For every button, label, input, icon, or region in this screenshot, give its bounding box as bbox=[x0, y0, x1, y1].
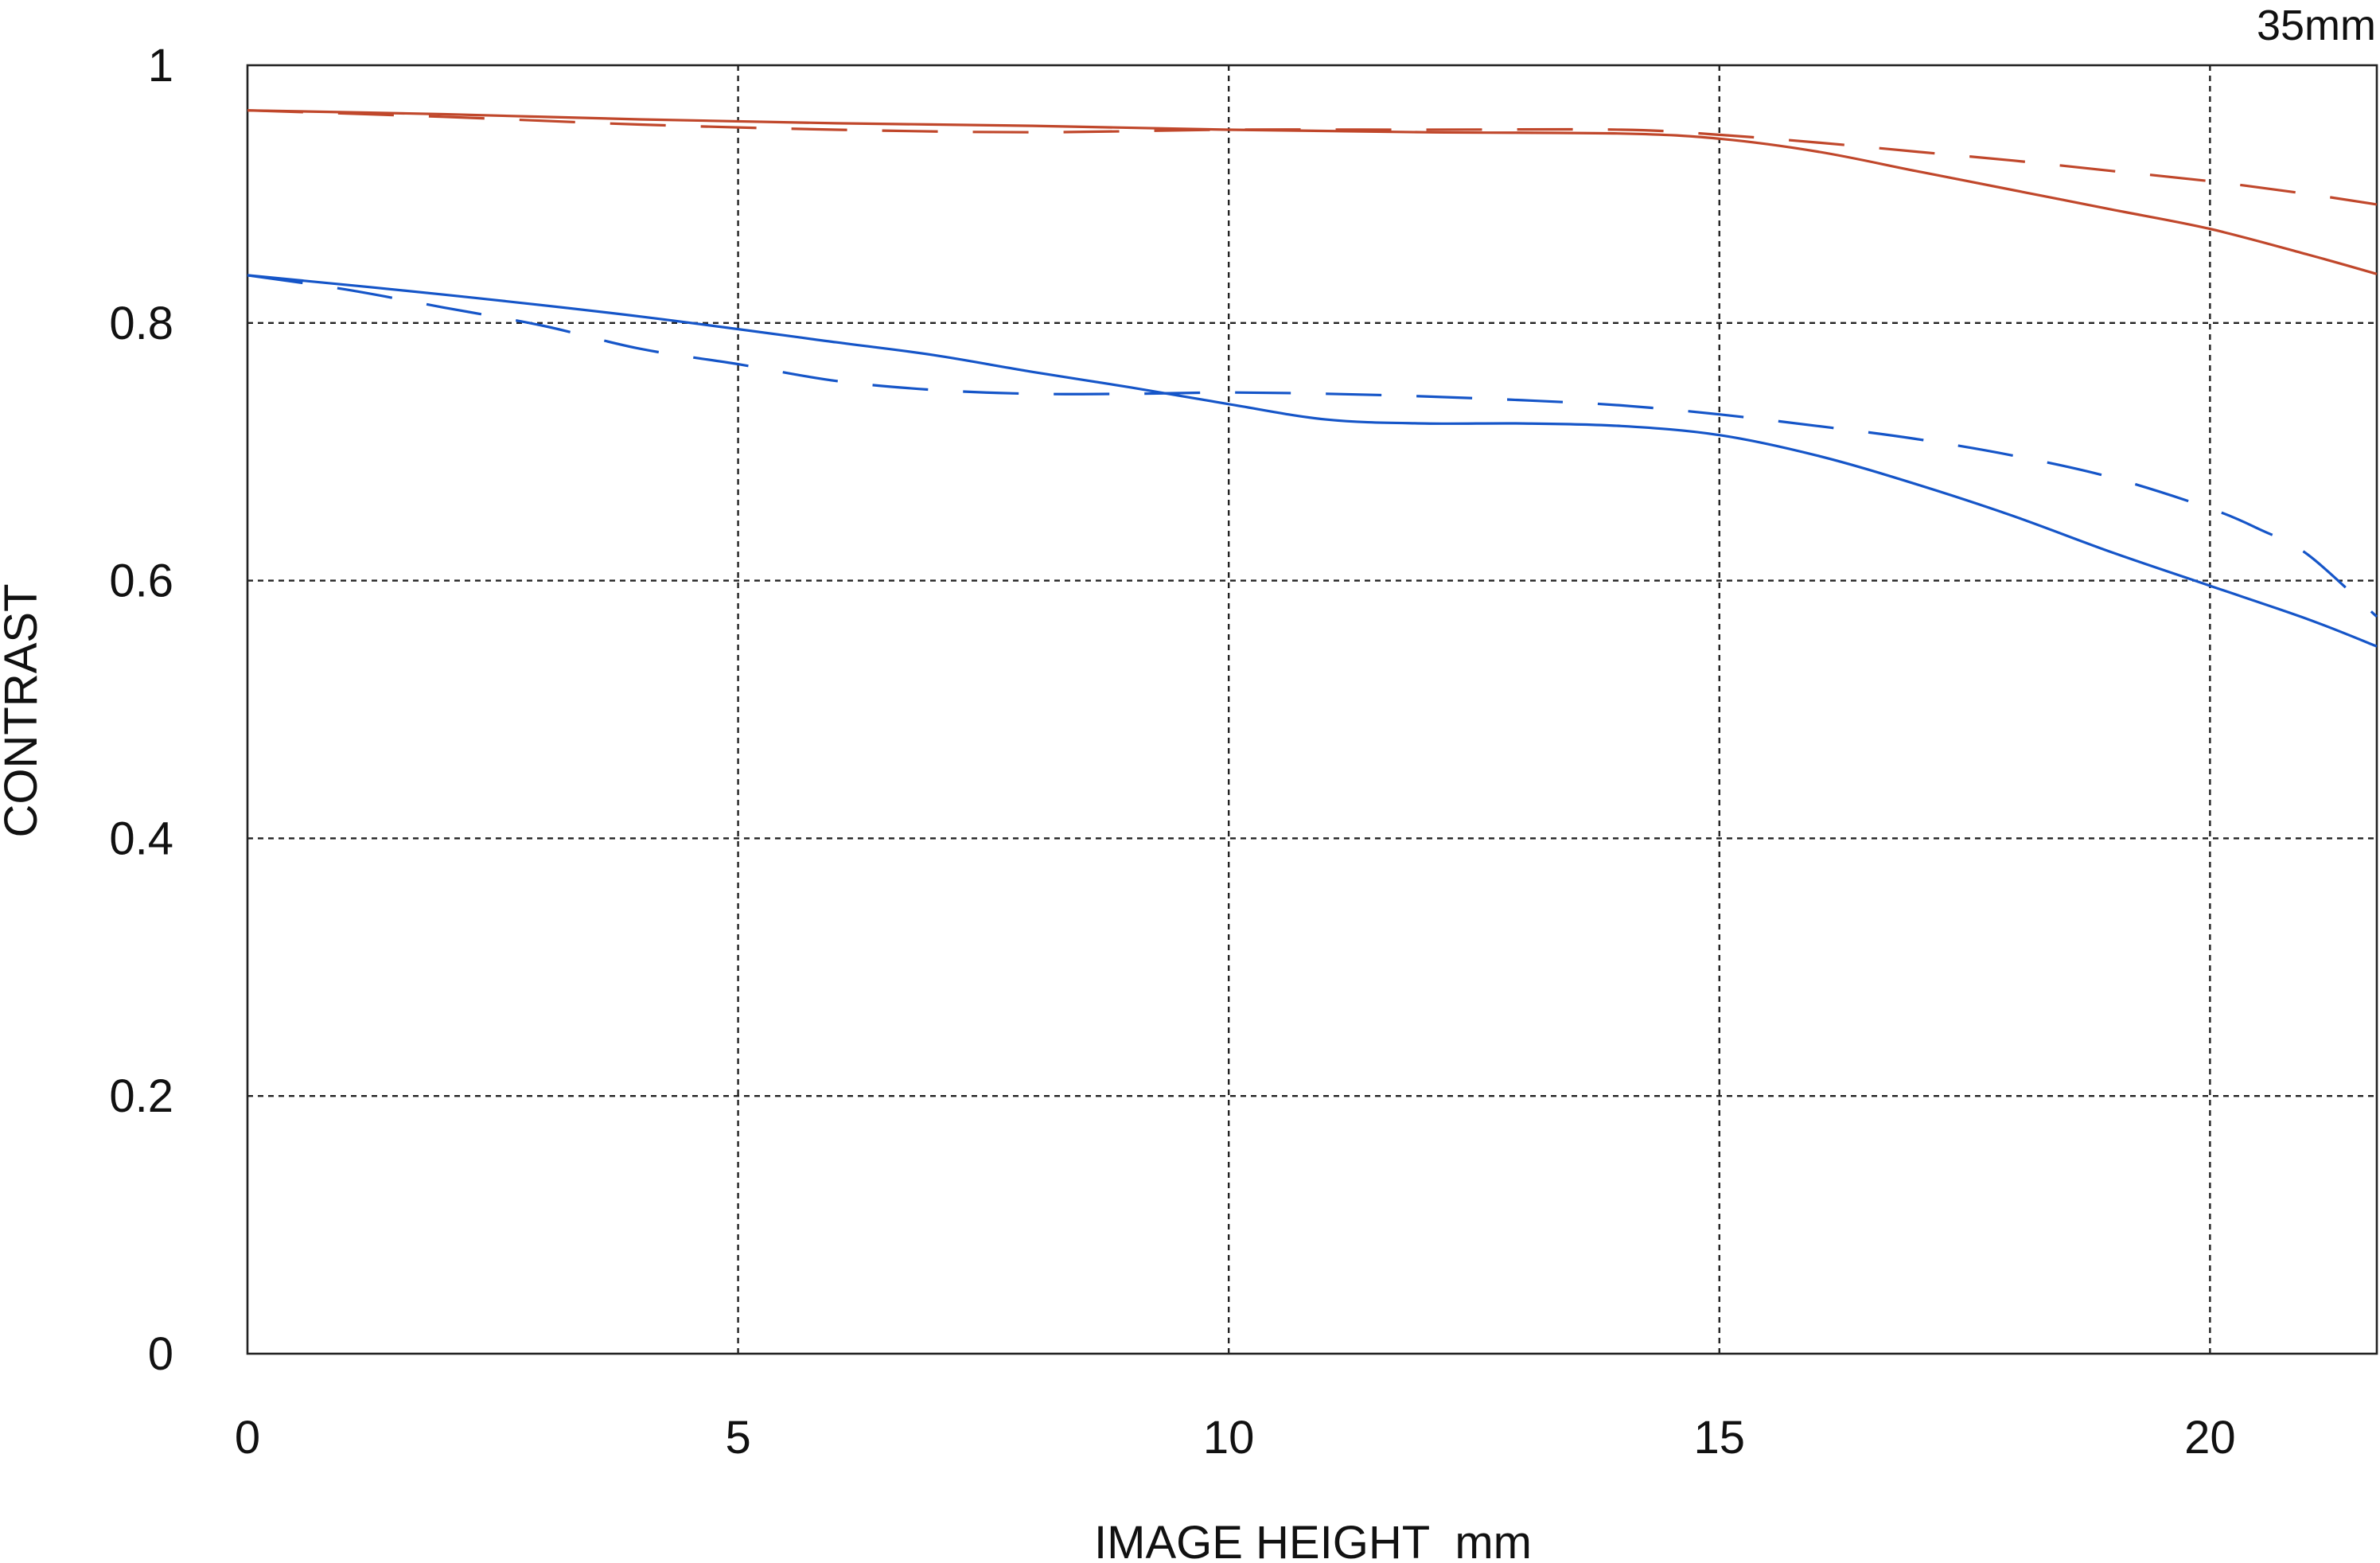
y-tick-label: 0.4 bbox=[109, 813, 173, 864]
y-axis-label: CONTRAST bbox=[0, 584, 47, 838]
y-tick-label: 0.6 bbox=[109, 555, 173, 607]
x-tick-label: 5 bbox=[725, 1412, 750, 1464]
series-blue-solid bbox=[247, 274, 2378, 648]
y-tick-label: 0 bbox=[148, 1328, 173, 1380]
series-layer bbox=[247, 109, 2378, 648]
y-tick-label: 0.8 bbox=[109, 298, 173, 349]
x-tick-label: 20 bbox=[2184, 1412, 2236, 1464]
x-tick-label: 10 bbox=[1203, 1412, 1255, 1464]
plot-frame bbox=[246, 64, 2378, 1355]
x-tick-label: 0 bbox=[235, 1412, 260, 1464]
series-red-solid bbox=[247, 109, 2378, 275]
y-tick-label: 1 bbox=[148, 40, 173, 92]
tick-labels: 0 5 10 15 20 0 0.2 0.4 0.6 0.8 1 bbox=[109, 40, 2235, 1464]
series-red-dashed bbox=[247, 109, 2378, 206]
y-tick-label: 0.2 bbox=[109, 1070, 173, 1122]
focal-length-label: 35mm bbox=[2257, 2, 2376, 49]
grid-lines bbox=[247, 65, 2377, 1354]
x-tick-label: 15 bbox=[1694, 1412, 1746, 1464]
series-blue-dashed bbox=[247, 274, 2378, 618]
x-axis-label: IMAGE HEIGHT mm bbox=[1094, 1517, 1532, 1563]
